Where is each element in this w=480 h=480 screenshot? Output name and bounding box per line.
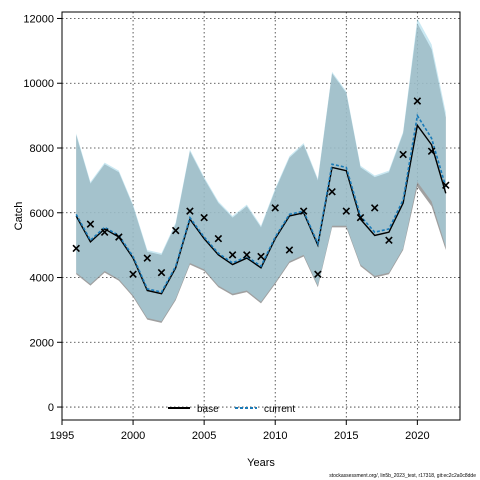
observed-marker-2008 <box>243 251 251 259</box>
y-tick-label-10000: 10000 <box>23 78 54 90</box>
observed-marker-2009 <box>257 252 265 261</box>
observed-marker-2004 <box>186 207 194 215</box>
band-current <box>76 18 446 322</box>
observed-marker-2015 <box>342 207 351 215</box>
y-tick-label-4000: 4000 <box>30 273 54 285</box>
y-tick-label-8000: 8000 <box>30 143 54 155</box>
series-line-base <box>75 123 447 295</box>
x-tick-label-2005: 2005 <box>192 430 216 442</box>
legend-label-current: current <box>264 404 295 415</box>
series-lines <box>75 113 447 295</box>
observed-marker-2019 <box>399 150 407 159</box>
x-tick-label-2010: 2010 <box>263 430 287 442</box>
observed-marker-2013 <box>314 270 322 279</box>
observed-marker-2017 <box>370 204 379 212</box>
observed-marker-2016 <box>356 213 365 222</box>
x-tick-label-2015: 2015 <box>334 430 358 442</box>
observed-marker-2010 <box>271 204 279 212</box>
observed-marker-2012 <box>299 207 308 215</box>
observed-marker-1997 <box>86 220 95 228</box>
observed-marker-2021 <box>427 147 436 156</box>
y-axis-title: Catch <box>13 202 25 231</box>
x-axis: 1995 2000 2005 2010 2015 2020 <box>50 420 430 442</box>
observed-marker-2006 <box>214 234 223 243</box>
observed-marker-1996 <box>72 244 80 253</box>
y-axis: 0 2000 4000 6000 8000 10000 12000 <box>23 13 62 414</box>
y-tick-label-2000: 2000 <box>30 337 54 349</box>
x-tick-label-2020: 2020 <box>405 430 429 442</box>
y-tick-label-6000: 6000 <box>30 208 54 220</box>
observed-marker-2014 <box>328 187 336 196</box>
x-tick-label-2000: 2000 <box>121 430 145 442</box>
observed-marker-2001 <box>143 254 152 262</box>
x-tick-label-1995: 1995 <box>50 430 74 442</box>
y-tick-label-12000: 12000 <box>23 13 54 25</box>
observed-marker-2011 <box>285 246 294 254</box>
observed-marker-2002 <box>157 268 166 277</box>
observed-markers <box>72 97 450 279</box>
y-tick-label-0: 0 <box>48 402 54 414</box>
observed-marker-2003 <box>171 226 180 235</box>
x-axis-title: Years <box>247 457 275 469</box>
confidence-bands <box>76 18 446 323</box>
plot-frame <box>61 11 461 421</box>
observed-marker-2018 <box>385 236 393 245</box>
observed-marker-1999 <box>115 233 123 241</box>
observed-marker-2005 <box>200 213 208 222</box>
series-line-current <box>75 113 447 294</box>
legend-label-base: base <box>197 404 219 415</box>
footer-text: stockassessment.org/, lin5b_2023_test, r… <box>329 473 476 479</box>
observed-marker-2020 <box>413 97 422 105</box>
legend: base current <box>168 404 295 415</box>
observed-marker-2007 <box>228 251 237 259</box>
observed-marker-2022 <box>442 181 450 190</box>
observed-marker-2000 <box>129 270 137 279</box>
observed-marker-1998 <box>100 228 109 236</box>
